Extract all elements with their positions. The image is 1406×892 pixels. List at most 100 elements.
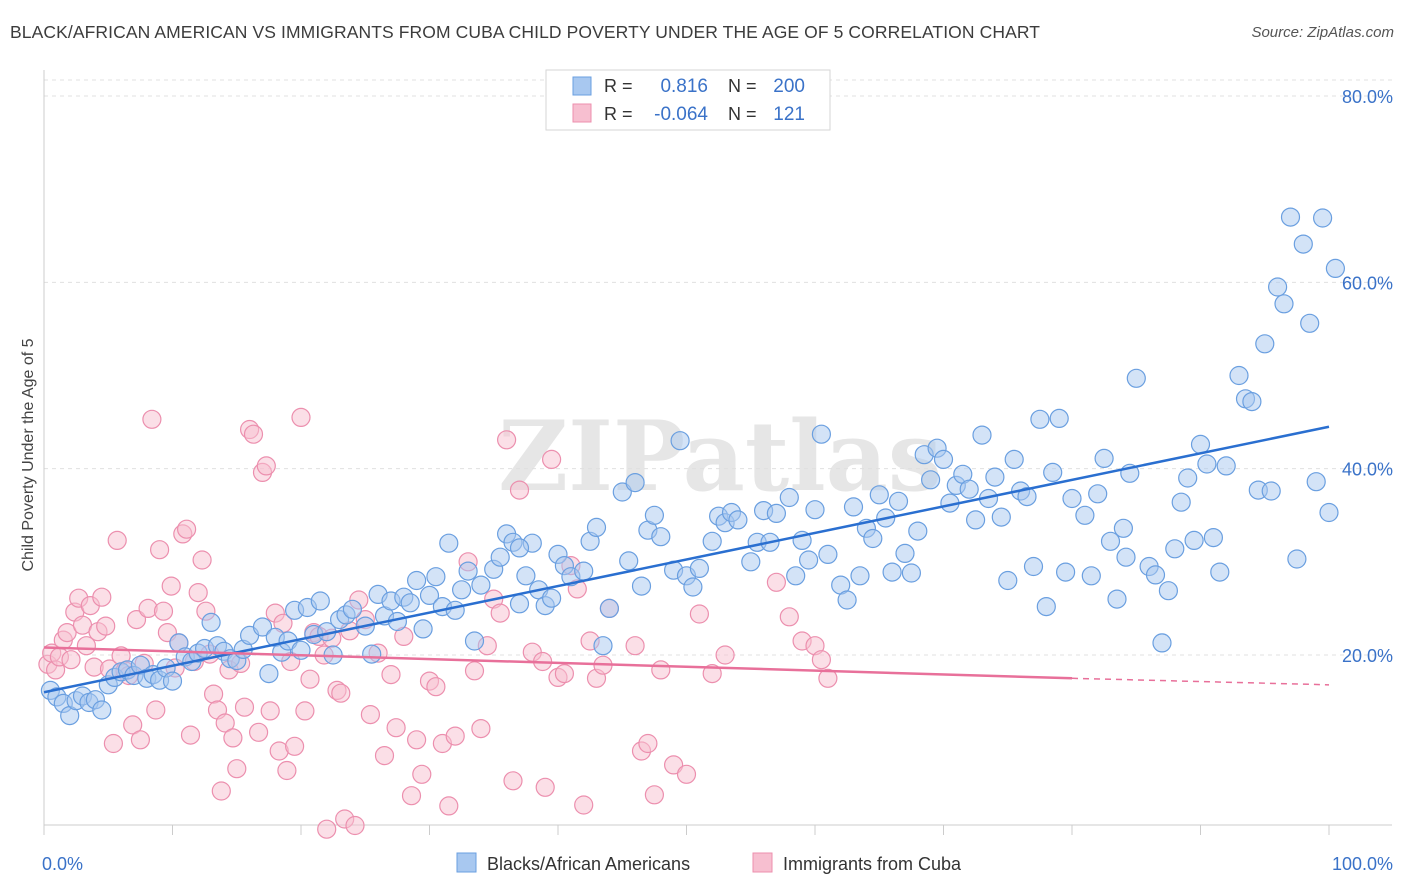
data-point-cuba [345,815,365,836]
data-point-black [599,598,620,619]
data-point-black [882,562,902,582]
data-point-black [901,563,922,583]
data-point-cuba [702,663,722,684]
data-point-cuba [651,660,671,680]
data-point-black [908,521,928,541]
data-point-black [850,566,870,586]
data-point-cuba [256,456,276,476]
legend-item-pink-label: Immigrants from Cuba [783,854,962,874]
data-point-cuba [715,645,735,665]
data-point-black [445,600,465,620]
data-point-cuba [766,572,787,592]
data-point-cuba [401,786,422,806]
data-point-cuba [107,530,127,551]
data-point-cuba [331,683,351,703]
data-point-black [1055,562,1076,582]
data-point-black [741,552,761,572]
data-point-black [1081,566,1101,586]
data-point-cuba [381,664,401,685]
data-point-black [201,612,221,633]
data-point-cuba [779,607,799,627]
data-point-cuba [192,550,212,570]
data-point-black [439,533,459,553]
data-point-black [991,507,1011,527]
data-point-cuba [439,796,459,816]
data-point-cuba [625,636,645,656]
data-point-black [1280,207,1301,227]
data-point-black [92,700,112,720]
data-point-black [1184,530,1204,551]
data-point-black [1203,527,1224,548]
data-point-black [1267,277,1288,297]
data-point-cuba [150,540,170,560]
data-point-cuba [161,576,181,596]
data-point-black [464,631,485,651]
chart-title: BLACK/AFRICAN AMERICAN VS IMMIGRANTS FRO… [10,22,1041,42]
data-point-cuba [464,661,485,681]
data-point-cuba [535,777,555,797]
data-point-black [786,566,806,586]
data-point-black [651,527,671,547]
legend-n-value: 200 [773,76,805,97]
data-point-cuba [227,759,247,779]
data-point-cuba [146,700,166,720]
legend-item-blue-swatch [456,852,477,873]
data-point-cuba [142,409,162,429]
data-point-black [1165,539,1185,559]
grid-lines [44,79,1392,656]
data-point-black [1062,488,1082,509]
data-point-black [1306,472,1326,492]
data-point-black [593,636,613,656]
data-point-black [1126,368,1146,388]
data-point-black [1312,208,1333,228]
data-point-black [728,510,748,530]
data-point-black [619,551,639,571]
data-point-black [1242,392,1262,412]
data-point-cuba [811,650,832,670]
data-point-black [1197,454,1217,474]
data-point-black [1293,234,1313,254]
y-tick-label: 20.0% [1342,646,1393,666]
legend-r-value: 0.816 [660,76,708,97]
data-point-black [252,617,273,637]
data-point-black [766,503,787,524]
data-point-black [1145,565,1166,585]
trend-line-black [43,425,1330,694]
data-point-cuba [180,725,201,745]
data-point-cuba [57,622,77,643]
data-point-black [965,510,986,530]
data-point-black [471,575,491,595]
y-tick-label: 60.0% [1342,273,1393,293]
x-tick-label: 0.0% [42,854,83,874]
data-point-cuba [76,636,97,656]
data-point-black [1094,448,1114,468]
data-point-black [625,473,645,493]
data-point-cuba [277,760,297,781]
legend-r-label: R = [604,104,633,124]
data-point-black [837,590,857,610]
x-tick-labels: 0.0% 100.0% [42,854,1393,874]
data-point-black [612,482,632,502]
data-point-cuba [663,755,684,775]
legend-swatch-blue [572,76,592,96]
correlation-legend-box [545,69,831,131]
data-point-black [631,576,652,596]
data-point-black [1043,462,1063,482]
data-point-black [843,497,864,517]
data-point-black [1017,487,1037,507]
data-point-cuba [574,795,594,815]
data-point-black [1300,313,1320,333]
data-point-cuba [96,616,116,636]
x-tick-label: 100.0% [1332,854,1393,874]
data-point-cuba [554,663,575,684]
data-point-black [342,599,362,619]
trend-line-cuba-extension [1071,677,1330,686]
data-point-cuba [61,650,81,670]
data-point-black [1319,502,1339,523]
data-point-black [1190,434,1211,454]
data-point-black [1113,518,1134,538]
data-point-black [985,467,1005,487]
data-point-black [895,543,915,564]
data-point-cuba [300,669,320,689]
data-point-cuba [412,764,432,784]
